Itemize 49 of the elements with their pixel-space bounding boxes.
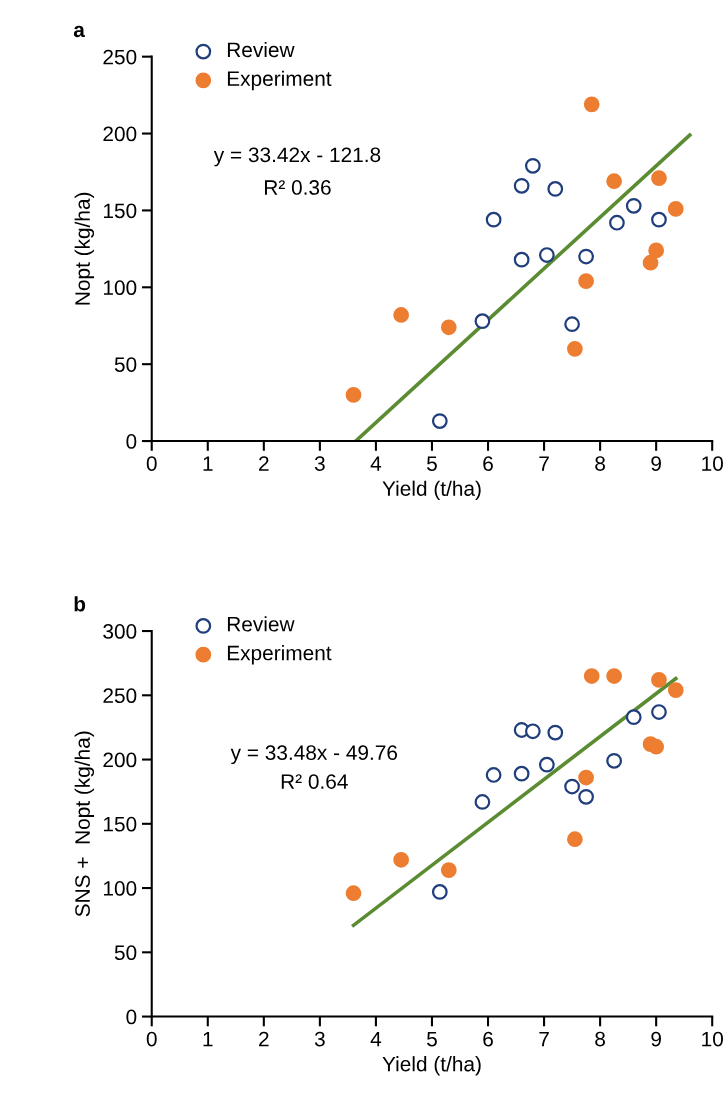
annotation: y = 33.42x - 121.8 [213,147,381,167]
x-tick-label: 9 [651,1031,661,1047]
chart-title: b [74,596,86,612]
y-tick-label: 0 [126,1009,137,1025]
y-tick-label: 300 [103,624,137,639]
x-tick-label: 6 [483,1031,493,1047]
y-tick-label: 50 [114,357,137,372]
x-tick-label: 2 [259,1031,269,1047]
annotation: y = 33.48x - 49.76 [230,745,398,765]
y-tick-label: 100 [103,881,137,896]
x-tick-label: 10 [702,456,723,471]
chart-title: a [73,25,85,38]
x-tick-label: 1 [203,456,213,471]
x-tick-label: 3 [314,1031,325,1047]
y-axis-title: SNS + Nopt (kg/ha) [74,731,95,917]
x-axis-title: Yield (t/ha) [382,480,481,501]
x-tick-label: 10 [702,1031,723,1047]
x-tick-label: 7 [539,456,549,471]
legend-label: Experiment [227,645,332,665]
legend-label: Review [227,616,295,632]
x-tick-label: 7 [539,1031,549,1047]
y-tick-label: 0 [126,434,137,449]
legend-label: Experiment [227,70,332,91]
y-tick-label: 200 [103,126,137,142]
y-tick-label: 150 [103,203,137,219]
x-tick-label: 8 [595,456,605,471]
y-tick-label: 200 [103,752,137,768]
x-tick-label: 0 [146,456,157,471]
y-axis-title: Nopt (kg/ha) [74,192,95,305]
y-tick-label: 50 [114,945,137,961]
x-tick-label: 4 [370,456,382,471]
x-tick-label: 8 [595,1031,605,1047]
y-tick-label: 150 [103,816,137,832]
annotation: R² 0.36 [265,180,331,195]
annotation: R² 0.64 [281,774,348,789]
x-tick-label: 3 [314,456,325,471]
x-tick-label: 1 [203,1031,213,1047]
x-tick-label: 6 [483,456,493,471]
x-tick-label: 2 [259,456,269,471]
y-tick-label: 100 [103,280,137,296]
x-tick-label: 5 [427,1031,437,1047]
x-tick-label: 0 [146,1031,157,1047]
y-tick-label: 250 [103,49,137,65]
x-axis-title: Yield (t/ha) [382,1056,481,1076]
y-tick-label: 250 [103,688,137,704]
x-tick-label: 5 [427,456,437,471]
x-tick-label: 9 [651,456,661,471]
x-tick-label: 4 [370,1031,382,1047]
legend-label: Review [227,41,295,58]
